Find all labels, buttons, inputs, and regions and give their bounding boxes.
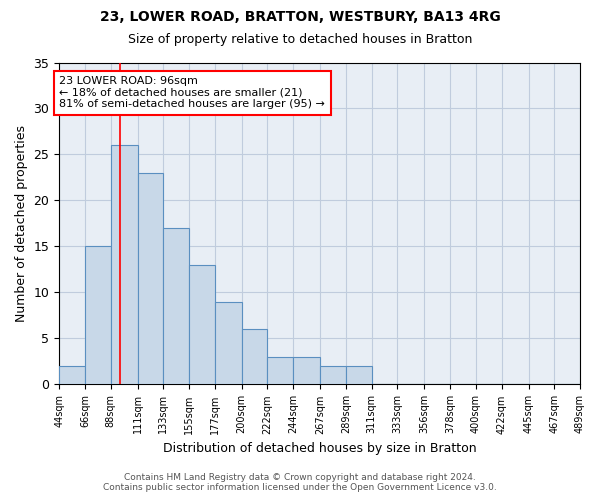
Bar: [346, 366, 371, 384]
Text: Size of property relative to detached houses in Bratton: Size of property relative to detached ho…: [128, 32, 472, 46]
X-axis label: Distribution of detached houses by size in Bratton: Distribution of detached houses by size …: [163, 442, 476, 455]
Bar: [268, 357, 293, 384]
Bar: [110, 146, 137, 384]
Bar: [59, 366, 85, 384]
Bar: [163, 228, 189, 384]
Bar: [215, 302, 242, 384]
Bar: [85, 246, 110, 384]
Text: 23, LOWER ROAD, BRATTON, WESTBURY, BA13 4RG: 23, LOWER ROAD, BRATTON, WESTBURY, BA13 …: [100, 10, 500, 24]
Bar: [189, 265, 215, 384]
Bar: [320, 366, 346, 384]
Bar: [137, 173, 163, 384]
Text: Contains HM Land Registry data © Crown copyright and database right 2024.
Contai: Contains HM Land Registry data © Crown c…: [103, 473, 497, 492]
Bar: [242, 330, 268, 384]
Y-axis label: Number of detached properties: Number of detached properties: [15, 125, 28, 322]
Text: 23 LOWER ROAD: 96sqm
← 18% of detached houses are smaller (21)
81% of semi-detac: 23 LOWER ROAD: 96sqm ← 18% of detached h…: [59, 76, 325, 110]
Bar: [293, 357, 320, 384]
